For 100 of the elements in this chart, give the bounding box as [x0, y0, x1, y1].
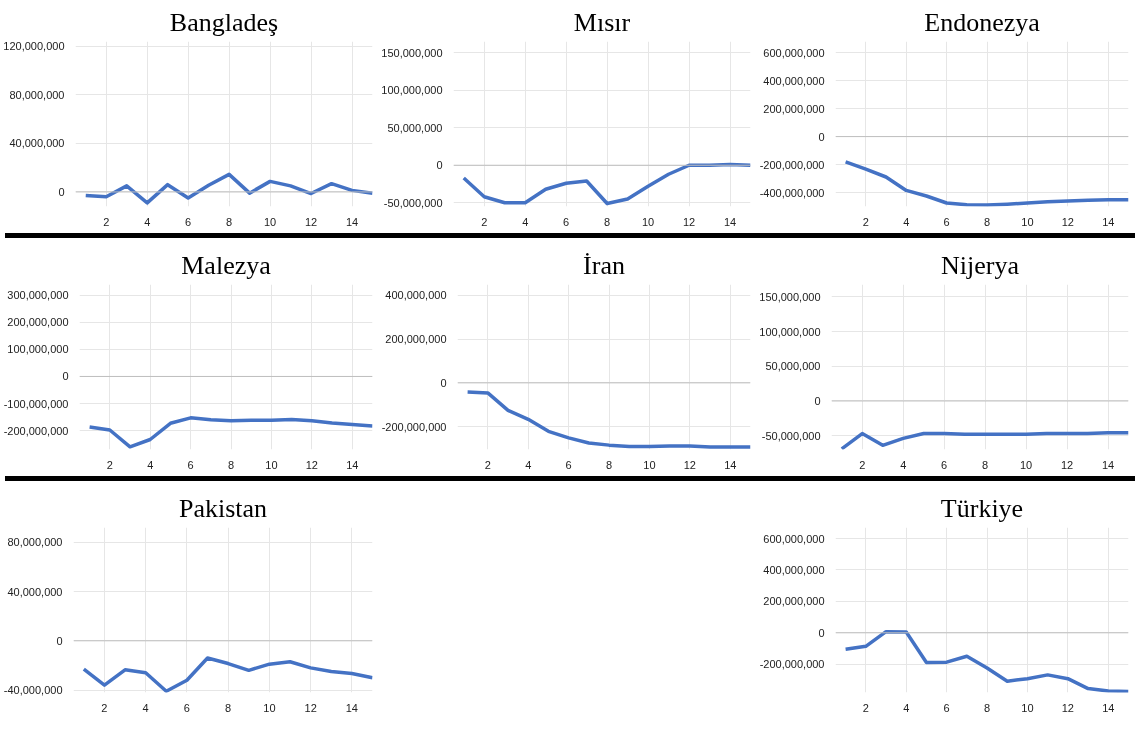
- x-tick-label: 8: [983, 215, 991, 228]
- y-tick-label: -50,000,000: [383, 196, 443, 209]
- x-tick-label: 12: [1061, 701, 1075, 714]
- y-tick-label: 300,000,000: [7, 289, 69, 302]
- y-tick-label: 400,000,000: [763, 74, 825, 87]
- y-tick-label: 0: [56, 634, 63, 647]
- chart-title: Endonezya: [924, 7, 1041, 37]
- x-tick-label: 2: [859, 458, 866, 471]
- y-tick-label: 200,000,000: [763, 595, 825, 608]
- y-tick-label: -40,000,000: [3, 684, 63, 697]
- x-tick-label: 2: [103, 215, 110, 228]
- x-tick-label: 12: [1061, 215, 1075, 228]
- y-tick-label: 200,000,000: [7, 316, 69, 329]
- x-tick-label: 4: [525, 458, 532, 471]
- line-series: [83, 172, 373, 205]
- x-tick-label: 6: [563, 215, 570, 228]
- x-tick-label: 4: [900, 458, 907, 471]
- y-tick-label: 0: [436, 159, 443, 172]
- y-tick-label: -200,000,000: [759, 658, 825, 671]
- y-tick-label: 0: [814, 394, 821, 407]
- y-tick-label: -100,000,000: [3, 397, 69, 410]
- x-tick-label: 12: [304, 215, 318, 228]
- y-tick-label: 200,000,000: [385, 333, 447, 346]
- y-tick-label: 200,000,000: [763, 102, 825, 115]
- x-tick-label: 4: [522, 215, 529, 228]
- chart-title: Nijerya: [941, 250, 1020, 280]
- x-tick-label: 4: [903, 215, 910, 228]
- y-tick-label: 150,000,000: [381, 46, 443, 59]
- x-tick-label: 4: [147, 458, 154, 471]
- x-tick-label: 12: [305, 458, 319, 471]
- y-tick-label: 0: [818, 626, 825, 639]
- x-tick-label: 8: [227, 458, 235, 471]
- x-tick-label: 2: [484, 458, 491, 471]
- x-tick-label: 14: [1101, 458, 1115, 471]
- x-tick-label: 12: [1060, 458, 1074, 471]
- x-tick-label: 2: [862, 701, 869, 714]
- x-tick-label: 6: [943, 701, 950, 714]
- x-tick-label: 10: [1019, 458, 1033, 471]
- y-tick-label: -400,000,000: [759, 186, 825, 199]
- x-tick-label: 14: [724, 458, 737, 471]
- line-series: [465, 390, 751, 449]
- x-tick-label: 4: [142, 701, 149, 714]
- x-tick-label: 2: [106, 458, 113, 471]
- x-tick-label: 10: [265, 458, 278, 471]
- x-tick-label: 14: [345, 215, 359, 228]
- x-tick-label: 10: [263, 701, 276, 714]
- y-tick-label: 0: [62, 370, 69, 383]
- y-tick-label: 600,000,000: [763, 532, 825, 545]
- x-tick-label: 8: [226, 215, 233, 228]
- line-series: [839, 431, 1129, 450]
- y-tick-label: 0: [440, 376, 447, 389]
- y-tick-label: 600,000,000: [763, 46, 825, 59]
- x-tick-label: 14: [345, 701, 359, 714]
- y-tick-label: -50,000,000: [761, 429, 821, 442]
- y-tick-label: 0: [58, 185, 65, 198]
- y-tick-label: 150,000,000: [759, 290, 821, 303]
- x-tick-label: 8: [604, 215, 611, 228]
- chart-title: Pakistan: [178, 493, 268, 523]
- x-tick-label: 2: [481, 215, 488, 228]
- x-tick-label: 4: [144, 215, 151, 228]
- chart-title: Türkiye: [940, 493, 1024, 523]
- y-tick-label: -200,000,000: [3, 424, 69, 437]
- line-series: [461, 162, 751, 206]
- x-tick-label: 6: [943, 215, 950, 228]
- x-tick-label: 12: [682, 215, 696, 228]
- x-tick-label: 2: [862, 215, 869, 228]
- y-tick-label: 100,000,000: [7, 343, 69, 356]
- chart-title: Malezya: [181, 250, 272, 280]
- y-tick-label: 400,000,000: [385, 289, 447, 302]
- x-tick-label: 10: [643, 458, 656, 471]
- chart-title: İran: [583, 250, 625, 280]
- y-tick-label: 40,000,000: [9, 137, 65, 150]
- y-tick-label: 50,000,000: [387, 121, 443, 134]
- x-tick-label: 14: [723, 215, 737, 228]
- x-tick-label: 6: [941, 458, 948, 471]
- y-tick-label: -200,000,000: [759, 158, 825, 171]
- y-tick-label: 80,000,000: [7, 536, 63, 549]
- y-tick-label: 50,000,000: [765, 360, 821, 373]
- y-tick-label: 120,000,000: [3, 40, 65, 53]
- x-tick-label: 2: [101, 701, 108, 714]
- x-tick-label: 10: [263, 215, 277, 228]
- line-series: [87, 416, 373, 449]
- x-tick-label: 8: [982, 458, 989, 471]
- x-tick-label: 6: [187, 458, 194, 471]
- x-tick-label: 12: [304, 701, 317, 714]
- x-tick-label: 6: [183, 701, 190, 714]
- x-tick-label: 14: [1102, 215, 1115, 228]
- y-tick-label: 400,000,000: [763, 563, 825, 576]
- line-series: [843, 629, 1129, 693]
- y-tick-label: 100,000,000: [381, 84, 443, 97]
- x-tick-label: 8: [605, 458, 613, 471]
- chart-title: Mısır: [573, 7, 631, 37]
- x-tick-label: 8: [225, 701, 232, 714]
- line-series: [843, 160, 1129, 207]
- x-tick-label: 14: [1102, 701, 1115, 714]
- x-tick-label: 12: [683, 458, 697, 471]
- x-tick-label: 6: [565, 458, 572, 471]
- y-tick-label: 100,000,000: [759, 325, 821, 338]
- y-tick-label: 80,000,000: [9, 88, 65, 101]
- x-tick-label: 4: [903, 701, 910, 714]
